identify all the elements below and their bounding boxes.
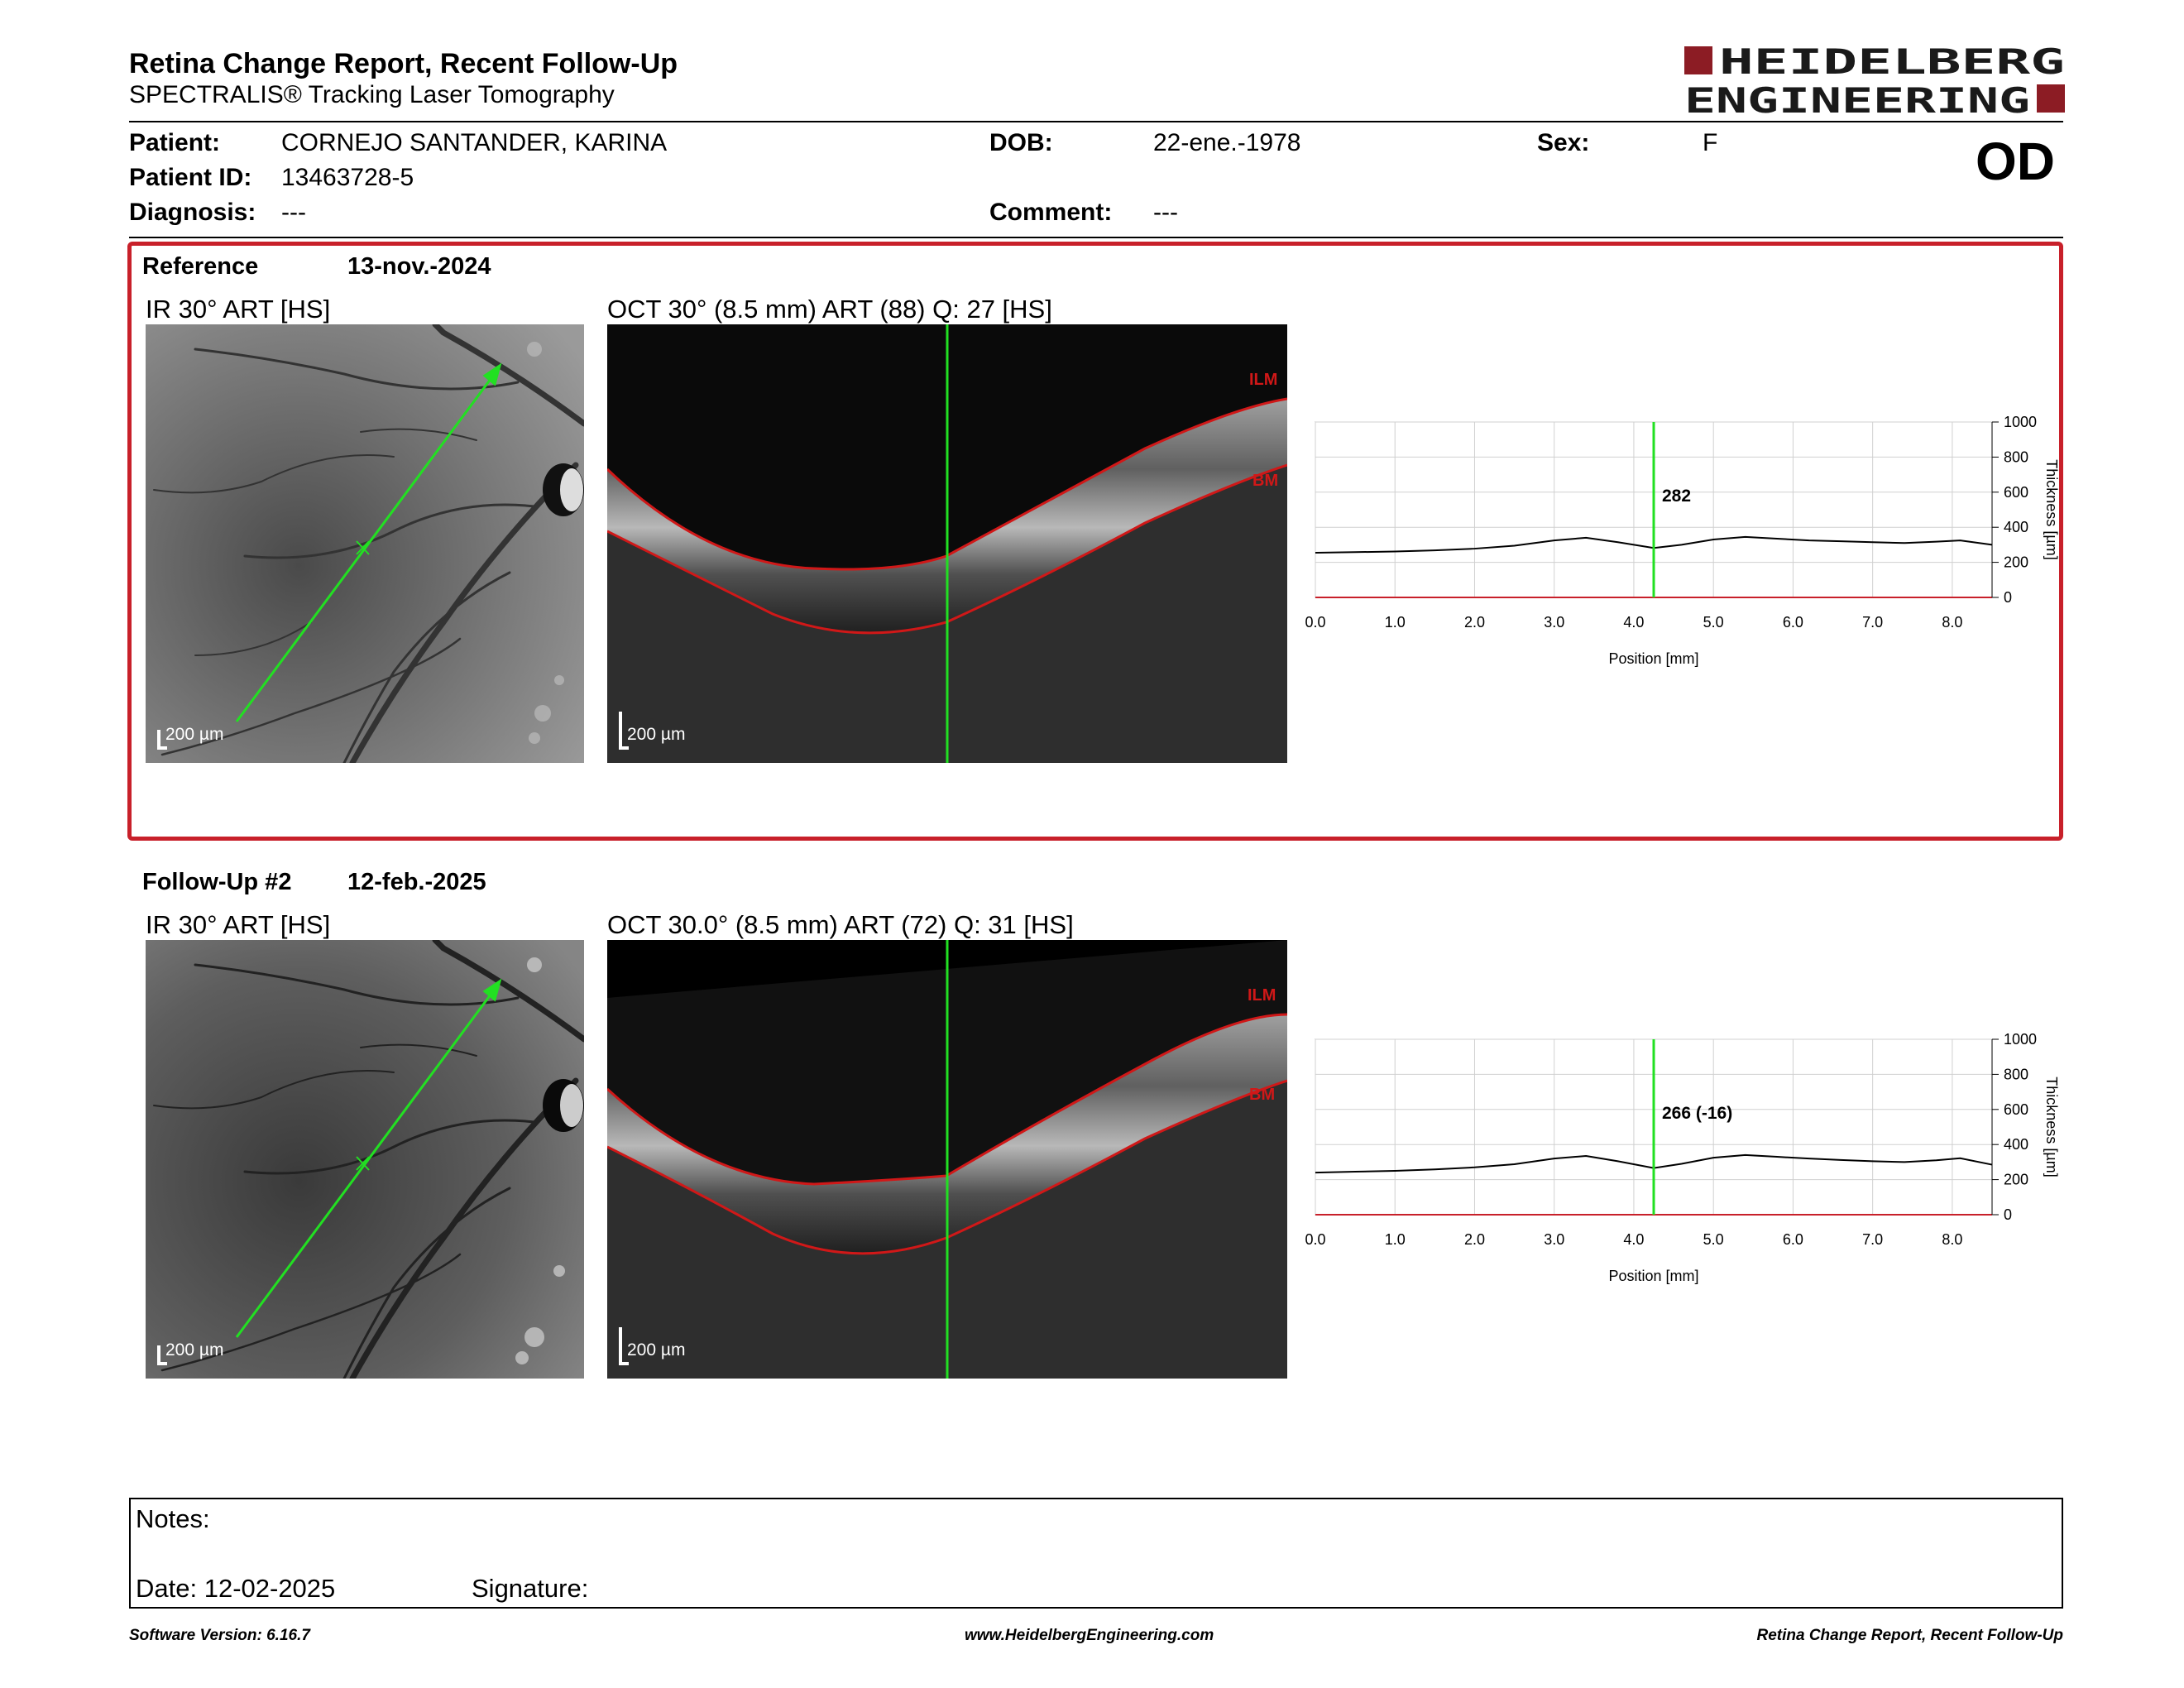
reference-bm-label: BM [1252,472,1279,490]
x-tick-label: 3.0 [1544,1231,1564,1248]
y-tick-label: 800 [2004,1066,2028,1082]
x-tick-label: 8.0 [1942,1231,1962,1248]
report-title: Retina Change Report, Recent Follow-Up [129,48,678,79]
y-tick-label: 1000 [2004,414,2037,430]
sex-label: Sex: [1537,129,1590,156]
diagnosis-value: --- [281,199,306,226]
reference-frame [127,242,2063,841]
followup-bm-label: BM [1249,1086,1276,1104]
thickness-line [1315,1153,1993,1174]
x-tick-label: 3.0 [1544,614,1564,631]
notes-label: Notes: [136,1504,210,1533]
x-axis-label: Position [mm] [1608,650,1698,667]
reference-ir-fundus-image: 200 µm [146,324,584,763]
x-tick-label: 5.0 [1703,614,1724,631]
x-tick-label: 6.0 [1783,1231,1803,1248]
company-url[interactable]: www.HeidelbergEngineering.com [965,1627,1214,1644]
x-tick-label: 8.0 [1942,614,1962,631]
thickness-line [1315,535,1993,554]
y-tick-label: 1000 [2004,1031,2037,1048]
svg-text:HEIDELBERG: HEIDELBERG [1719,43,2065,82]
eye-indicator: OD [1976,132,2055,191]
report-subtitle: SPECTRALIS® Tracking Laser Tomography [129,81,615,108]
svg-text:ENGINEERING: ENGINEERING [1684,80,2030,117]
cursor-thickness-label: 282 [1662,487,1691,506]
x-tick-label: 6.0 [1783,614,1803,631]
patient-divider [129,237,2063,238]
y-tick-label: 200 [2004,554,2028,571]
x-tick-label: 0.0 [1305,1231,1325,1248]
notes-date: Date: 12-02-2025 [136,1574,336,1603]
reference-oct-label: OCT 30° (8.5 mm) ART (88) Q: 27 [HS] [607,295,1052,324]
patient-id: 13463728-5 [281,164,414,191]
reference-thickness-chart: 0.0 1.0 2.0 3.0 4.0 5.0 6.0 7.0 8.0 0 200 400 600 800… [1305,414,2060,667]
followup-thickness-chart: 0.0 1.0 2.0 3.0 4.0 5.0 6.0 7.0 8.0 0 200 400 600 800… [1305,1031,2060,1284]
x-tick-label: 2.0 [1464,614,1485,631]
y-tick-label: 800 [2004,448,2028,465]
x-tick-label: 1.0 [1385,1231,1406,1248]
reference-oct-scale: 200 µm [627,725,686,744]
x-tick-label: 4.0 [1623,1231,1644,1248]
y-axis-label: Thickness [µm] [2043,459,2060,559]
x-tick-label: 1.0 [1385,614,1406,631]
reference-oct-bscan-image: ILM BM 200 µm [607,324,1287,763]
patient-name: CORNEJO SANTANDER, KARINA [281,129,668,156]
bscan-drawing [607,324,1287,763]
followup-oct-scale: 200 µm [627,1340,686,1360]
comment-label: Comment: [989,199,1113,226]
x-tick-label: 4.0 [1623,614,1644,631]
y-axis-label: Thickness [µm] [2043,1077,2060,1177]
dob-label: DOB: [989,129,1053,156]
reference-ilm-label: ILM [1249,371,1278,389]
heidelberg-logo: HEIDELBERG ENGINEERING [1684,43,2065,117]
followup-label: Follow-Up #2 [142,869,292,895]
y-tick-label: 0 [2004,1206,2012,1223]
y-tick-label: 400 [2004,519,2028,535]
x-tick-label: 5.0 [1703,1231,1724,1248]
notes-box: Notes: Date: 12-02-2025 Signature: [129,1498,2063,1609]
followup-oct-bscan-image: ILM BM 200 µm [607,940,1287,1379]
reference-ir-label: IR 30° ART [HS] [146,295,331,324]
x-tick-label: 2.0 [1464,1231,1485,1248]
y-tick-label: 0 [2004,589,2012,606]
header-divider [129,121,2063,122]
x-axis-label: Position [mm] [1608,1268,1698,1284]
followup-ir-scale: 200 µm [165,1340,224,1360]
followup-ilm-label: ILM [1248,986,1276,1005]
diagnosis-label: Diagnosis: [129,199,256,226]
y-tick-label: 600 [2004,1101,2028,1118]
y-tick-label: 400 [2004,1136,2028,1153]
followup-ir-fundus-image: 200 µm [146,940,584,1379]
patient-id-label: Patient ID: [129,164,252,191]
x-tick-label: 0.0 [1305,614,1325,631]
sex-value: F [1703,129,1718,156]
patient-label: Patient: [129,129,221,156]
fundus-drawing [146,324,584,763]
followup-oct-label: OCT 30.0° (8.5 mm) ART (72) Q: 31 [HS] [607,910,1074,939]
y-tick-label: 200 [2004,1172,2028,1188]
x-tick-label: 7.0 [1862,1231,1883,1248]
followup-ir-label: IR 30° ART [HS] [146,910,331,939]
reference-ir-scale: 200 µm [165,725,224,744]
fundus-drawing [146,940,584,1379]
reference-label: Reference [142,253,259,280]
cursor-thickness-label: 266 (-16) [1662,1104,1732,1123]
footer-report-name: Retina Change Report, Recent Follow-Up [1756,1627,2063,1644]
signature-label: Signature: [472,1574,589,1603]
software-version: Software Version: 6.16.7 [129,1627,310,1644]
followup-date: 12-feb.-2025 [347,869,486,895]
x-tick-label: 7.0 [1862,614,1883,631]
comment-value: --- [1153,199,1178,226]
reference-date: 13-nov.-2024 [347,253,491,280]
bscan-drawing [607,940,1287,1379]
y-tick-label: 600 [2004,484,2028,501]
dob-value: 22-ene.-1978 [1153,129,1301,156]
